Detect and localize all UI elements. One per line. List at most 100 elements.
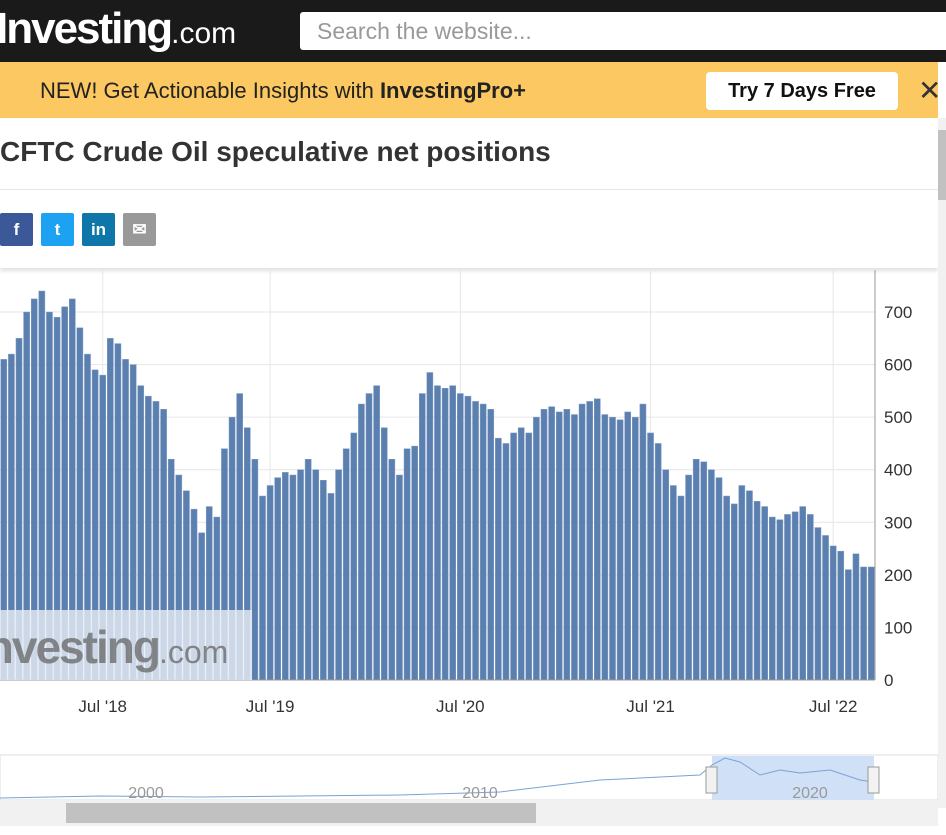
bar <box>274 477 282 681</box>
bar <box>822 535 829 681</box>
bar <box>761 506 768 681</box>
x-tick-label: Jul '20 <box>436 697 485 716</box>
bar <box>867 566 875 681</box>
bar <box>365 393 373 681</box>
page-title: CFTC Crude Oil speculative net positions <box>0 136 551 167</box>
bar <box>685 474 692 681</box>
vertical-scrollbar[interactable] <box>938 118 946 808</box>
bar <box>517 427 525 681</box>
navigator-label: 2020 <box>792 785 828 802</box>
scroll-thumb[interactable] <box>938 130 946 200</box>
bar <box>487 409 495 681</box>
navigator-handle[interactable] <box>867 766 880 794</box>
bar <box>715 477 723 681</box>
logo-suffix: .com <box>171 17 237 50</box>
close-button[interactable]: ✕ <box>918 75 942 106</box>
bar <box>609 416 616 681</box>
bar <box>654 443 662 681</box>
y-tick-label: 600 <box>884 356 912 375</box>
bar <box>860 566 867 681</box>
bar <box>723 495 730 681</box>
email-share[interactable]: ✉ <box>123 213 156 246</box>
bar <box>335 469 342 681</box>
watermark-suffix: .com <box>159 634 228 670</box>
bar <box>502 443 510 681</box>
bar <box>403 448 411 681</box>
bar <box>441 388 449 681</box>
bar <box>746 490 753 681</box>
promo-text: NEW! Get Actionable Insights with Invest… <box>40 78 526 104</box>
watermark-bg <box>0 610 252 680</box>
search-box[interactable]: Search the website... <box>300 12 946 50</box>
logo[interactable]: Investing.com <box>0 4 236 54</box>
navigator-label: 2010 <box>462 785 498 802</box>
bar <box>730 503 738 681</box>
bar <box>342 448 350 681</box>
bar <box>807 514 814 681</box>
bar <box>692 458 700 681</box>
bar <box>662 469 670 681</box>
bar <box>578 403 586 681</box>
bar <box>791 511 799 681</box>
bar <box>593 398 601 681</box>
bar <box>396 474 403 681</box>
bar <box>533 416 540 681</box>
bar <box>510 432 517 681</box>
twitter-share[interactable]: t <box>41 213 74 246</box>
bar <box>753 501 761 681</box>
divider <box>0 189 938 190</box>
navigator-handle[interactable] <box>705 766 718 794</box>
x-tick-label: Jul '22 <box>809 697 858 716</box>
bar <box>479 403 487 681</box>
logo-text: Investing <box>0 4 173 53</box>
bar <box>738 485 746 681</box>
bar <box>464 395 472 681</box>
bar <box>814 527 822 681</box>
bar <box>799 506 807 681</box>
bar <box>495 437 502 681</box>
scrollbar-thumb[interactable] <box>66 803 536 823</box>
bar <box>297 469 304 681</box>
y-tick-label: 200 <box>884 566 912 585</box>
bar <box>601 414 609 681</box>
bar <box>411 445 418 681</box>
bar <box>320 480 327 681</box>
bar <box>251 458 259 681</box>
facebook-share[interactable]: f <box>0 213 33 246</box>
plot: 0 100 200 300 400 500 600 700 Jul '18 Jul '19 Jul … <box>0 270 912 716</box>
bar <box>358 403 365 681</box>
bar <box>670 485 677 681</box>
bar <box>632 416 639 681</box>
y-tick-label: 100 <box>884 618 912 637</box>
bar <box>784 514 791 681</box>
promo-label: NEW! Get Actionable Insights with <box>40 78 380 103</box>
bar <box>555 411 563 681</box>
bar <box>259 495 266 681</box>
linkedin-share[interactable]: in <box>82 213 115 246</box>
promo-banner: NEW! Get Actionable Insights with Invest… <box>0 62 942 118</box>
y-tick-label: 300 <box>884 513 912 532</box>
bar <box>708 469 715 681</box>
bar <box>571 414 578 681</box>
bar <box>639 403 647 681</box>
navigator-window[interactable] <box>712 756 874 800</box>
bar <box>548 406 555 681</box>
bar <box>312 469 320 681</box>
bar <box>624 411 632 681</box>
x-tick-label: Jul '19 <box>246 697 295 716</box>
y-tick-label: 400 <box>884 461 912 480</box>
bar <box>426 372 434 681</box>
bar <box>540 409 548 681</box>
bar <box>304 458 312 681</box>
trial-button[interactable]: Try 7 Days Free <box>706 72 898 110</box>
bar <box>852 553 860 681</box>
bar <box>434 385 441 681</box>
bar <box>525 432 533 681</box>
bar <box>289 474 297 681</box>
bar <box>457 393 464 681</box>
bar <box>563 409 571 681</box>
bar <box>616 419 624 681</box>
y-tick-label: 500 <box>884 408 912 427</box>
y-tick-label: 700 <box>884 303 912 322</box>
